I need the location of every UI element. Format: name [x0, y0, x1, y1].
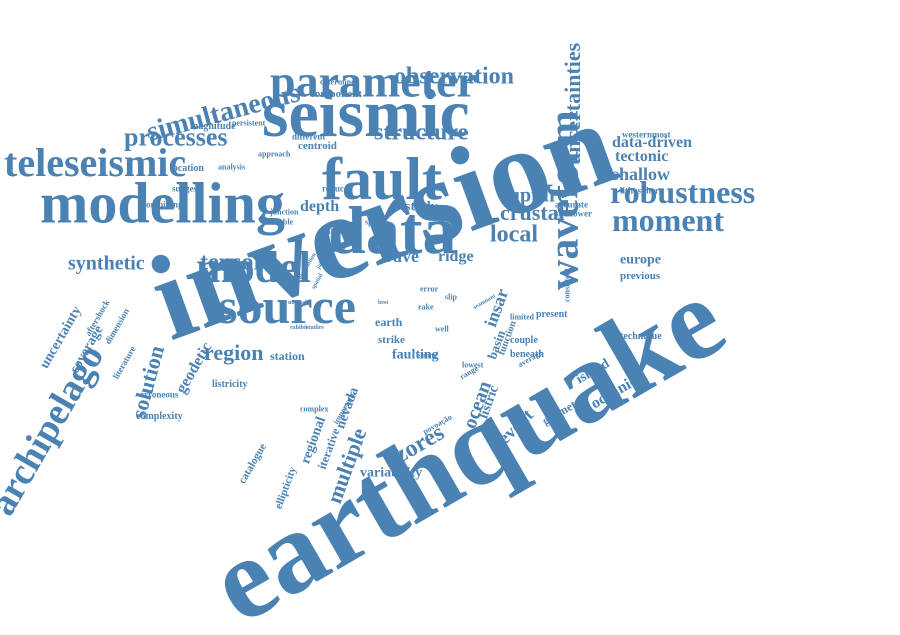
- word-complex: complex: [300, 404, 329, 414]
- word-present: present: [536, 308, 568, 320]
- word-shallower: shallower: [555, 208, 592, 219]
- word-variability: variability: [360, 465, 423, 481]
- word-beneath: beneath: [510, 348, 544, 360]
- word-synthetic: synthetic: [68, 252, 145, 275]
- word-persistent: persistent: [232, 118, 266, 128]
- word-junction: junction: [270, 207, 299, 217]
- word-uncertainties: uncertainties: [559, 42, 585, 165]
- word-listricity: listricity: [212, 378, 248, 390]
- word-strong: strong: [418, 351, 437, 360]
- word-processes: processes: [124, 122, 228, 152]
- word-lithosphere: lithosphere: [620, 185, 663, 196]
- word-slip: slip: [445, 292, 458, 302]
- word-europe: europe: [620, 252, 661, 268]
- word-combining: combining: [142, 199, 183, 210]
- word-technique: technique: [620, 330, 662, 342]
- word-local: local: [490, 221, 538, 248]
- word-structure: structure: [374, 119, 469, 146]
- word-data: data: [328, 192, 457, 269]
- word-earth: earth: [375, 315, 403, 330]
- word-best: best: [378, 300, 389, 307]
- word-data-driven: data-driven: [612, 133, 692, 151]
- word-shallow: shallow: [612, 164, 671, 185]
- word-approach: approach: [258, 149, 291, 159]
- word-ridge: ridge: [438, 247, 474, 265]
- word-teleseismic: teleseismic: [4, 140, 187, 186]
- word-region: region: [204, 339, 264, 365]
- word-literature: literature: [110, 344, 138, 381]
- word-magnitude: magnitude: [190, 120, 236, 132]
- word-depth: depth: [300, 197, 340, 215]
- word-westernmost: westernmost: [622, 129, 671, 140]
- word-source: source: [218, 278, 356, 334]
- word-analysis: analysis: [218, 162, 246, 172]
- word-error: error: [420, 284, 439, 294]
- word-crustal: crustal: [500, 199, 565, 225]
- word-couple: couple: [510, 334, 538, 346]
- word-location: location: [170, 162, 204, 174]
- word-suggest: suggest: [172, 183, 201, 194]
- word-parameter: parameter: [270, 55, 477, 107]
- word-consistent: consistent: [562, 268, 572, 302]
- word-seismic: seismic: [262, 75, 470, 152]
- word-lowest: lowest: [462, 360, 484, 370]
- word-fault: fault: [322, 145, 442, 212]
- word-studies: studies: [306, 325, 324, 332]
- word-lower: lower: [438, 217, 458, 227]
- word-accurate: accurate: [555, 199, 588, 210]
- word-speed: speed: [365, 217, 385, 227]
- word-moho: moho: [320, 227, 340, 237]
- word-rupture: rupture: [500, 184, 567, 207]
- word-double: double: [270, 217, 294, 227]
- word-study: study: [405, 199, 438, 215]
- word-recover: recover: [430, 204, 456, 214]
- word-centroid: centroid: [298, 139, 337, 152]
- word-faulting: faulting: [392, 347, 439, 363]
- word-component: component: [310, 87, 362, 100]
- word-moment: moment: [612, 201, 724, 238]
- word-catalogue: catalogue: [236, 441, 270, 486]
- word-dimension: dimension: [102, 306, 132, 346]
- word-reduce: reduce: [322, 183, 348, 194]
- word-previous: previous: [620, 269, 661, 282]
- word-observation: observation: [394, 63, 514, 90]
- word-complexity: complexity: [136, 410, 183, 422]
- word-exhibit: exhibit: [290, 325, 308, 332]
- word-station: station: [270, 349, 305, 364]
- word-well: well: [435, 324, 449, 334]
- word-wave: wave: [380, 246, 419, 267]
- word-strike: strike: [378, 333, 405, 346]
- word-determined: determined: [320, 77, 360, 87]
- word-normal: normal: [288, 300, 307, 307]
- word-model: model: [196, 242, 311, 292]
- word-modelling: modelling: [40, 170, 285, 236]
- word-archipelago: archipelago: [0, 337, 113, 523]
- word-robustness: robustness: [610, 173, 756, 210]
- word-limited: limited: [510, 312, 534, 322]
- word-tectonic: tectonic: [615, 147, 669, 165]
- word-tensor: tensor: [200, 249, 264, 276]
- word-rake: rake: [418, 302, 434, 312]
- word-erroneous: erroneous: [140, 389, 179, 400]
- word-different: different: [292, 131, 326, 142]
